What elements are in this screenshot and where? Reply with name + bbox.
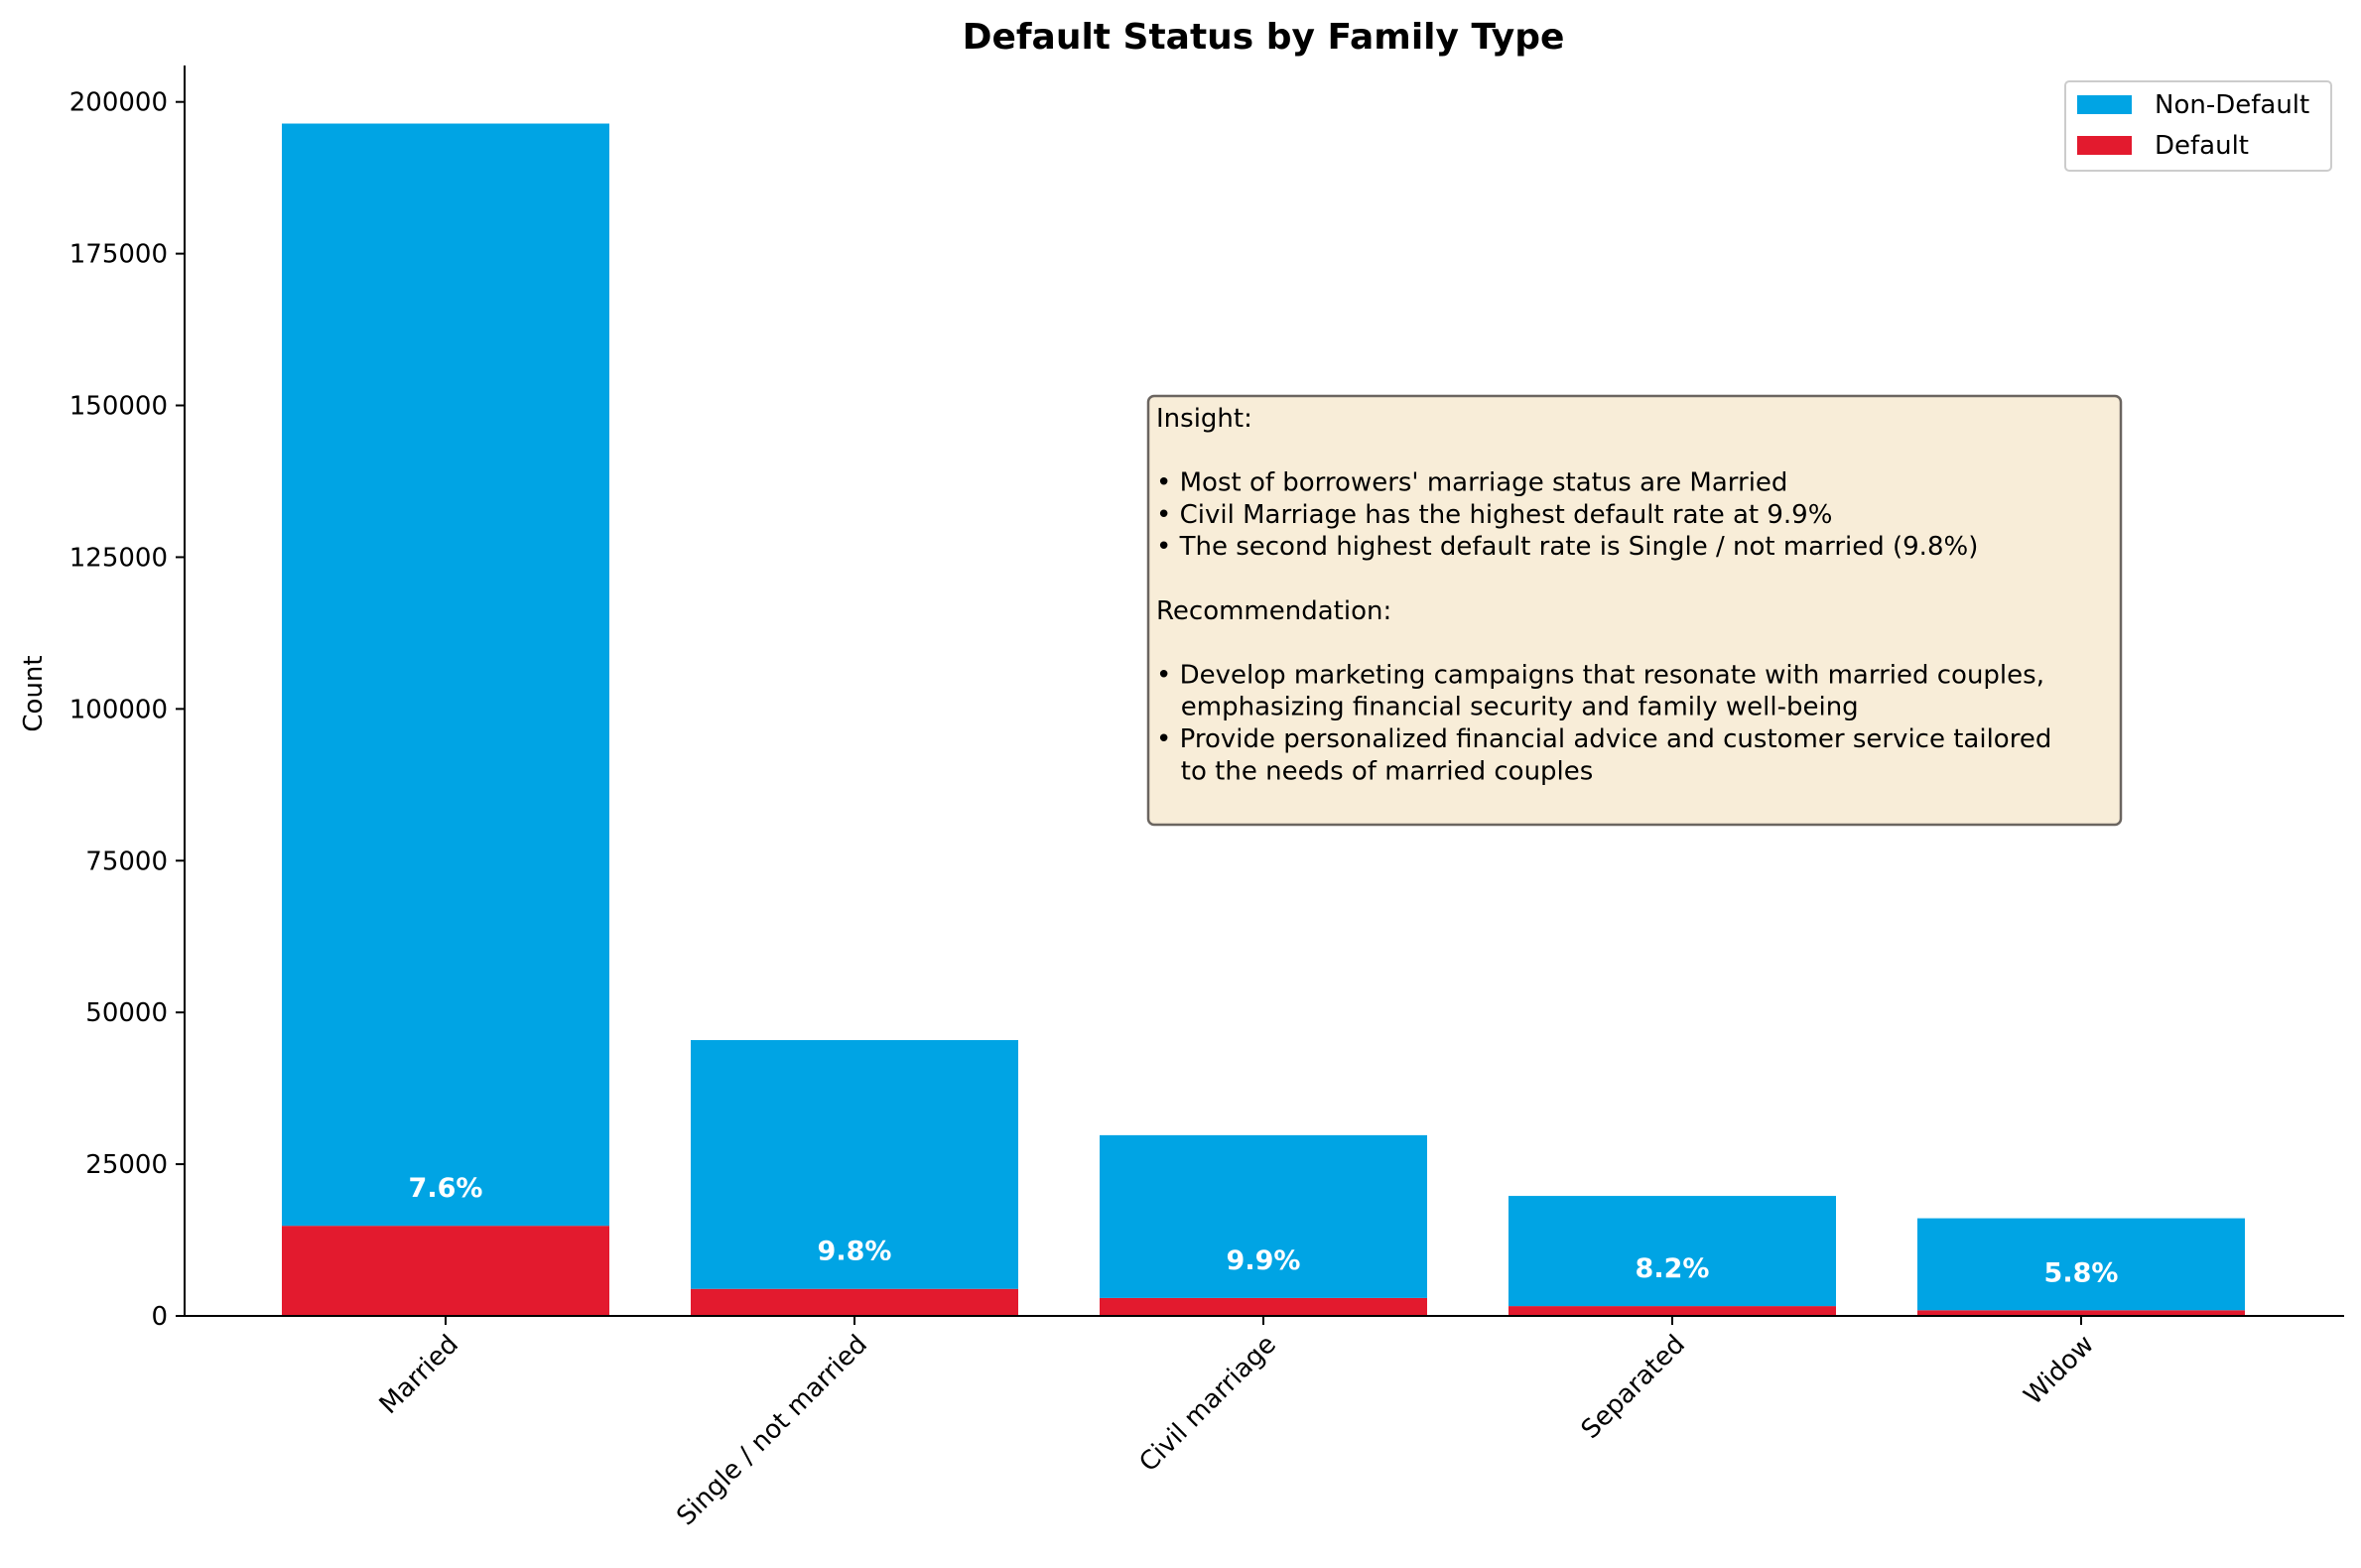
x-tick-label-married: Married [374, 1330, 464, 1420]
insight-line [1156, 628, 1164, 658]
insight-line [1156, 436, 1164, 465]
insight-box-background [1146, 394, 2123, 827]
bar-non-default-civil-marriage [1100, 1134, 1427, 1298]
insight-line [1156, 565, 1164, 594]
y-tick-label: 200000 [69, 88, 168, 118]
data-label-separated: 8.2% [1636, 1253, 1710, 1284]
y-tick-label: 75000 [85, 847, 168, 876]
y-tick-label: 150000 [69, 392, 168, 422]
insight-line: • Civil Marriage has the highest default… [1156, 500, 1832, 530]
insight-line: • Provide personalized financial advice … [1156, 724, 2051, 754]
bar-non-default-single-not-married [691, 1040, 1018, 1289]
x-tick-label-widow: Widow [2019, 1330, 2100, 1411]
bar-non-default-widow [1917, 1218, 2245, 1311]
insight-line: emphasizing financial security and famil… [1156, 693, 1859, 722]
bars-layer [282, 123, 2245, 1316]
y-tick-label: 0 [151, 1302, 168, 1332]
insight-line: • Develop marketing campaigns that reson… [1156, 660, 2044, 690]
y-tick-label: 100000 [69, 695, 168, 724]
x-tick-label-single-not-married: Single / not married [671, 1330, 873, 1532]
legend-label-non-default: Non-Default [2155, 90, 2309, 120]
y-tick-label: 175000 [69, 240, 168, 270]
y-tick-label: 125000 [69, 543, 168, 573]
bar-default-married [282, 1226, 609, 1316]
y-tick-label: 25000 [85, 1150, 168, 1180]
data-label-single-not-married: 9.8% [818, 1237, 892, 1267]
insight-line: • The second highest default rate is Sin… [1156, 532, 1978, 562]
bar-non-default-married [282, 123, 609, 1227]
chart-title: Default Status by Family Type [963, 17, 1565, 58]
insight-line: Insight: [1156, 404, 1252, 434]
data-label-widow: 5.8% [2044, 1257, 2119, 1288]
x-tick-label-separated: Separated [1576, 1330, 1691, 1445]
legend: Non-Default Default [2064, 80, 2332, 172]
data-label-married: 7.6% [409, 1173, 483, 1204]
legend-label-default: Default [2155, 131, 2249, 161]
data-labels-layer: 7.6% 9.8% 9.9% 8.2% 5.8% [409, 1173, 2119, 1288]
insight-line: • Most of borrowers' marriage status are… [1156, 468, 1787, 498]
y-axis-label: Count [19, 655, 49, 731]
legend-swatch-default [2077, 136, 2132, 155]
bar-default-separated [1508, 1306, 1836, 1316]
insight-line: Recommendation: [1156, 596, 1391, 626]
legend-swatch-non-default [2077, 95, 2132, 114]
insight-box: Insight: • Most of borrowers' marriage s… [1146, 394, 2123, 827]
y-axis-ticks: 0 25000 50000 75000 100000 125000 150000 175000… [69, 88, 185, 1332]
bar-non-default-separated [1508, 1196, 1836, 1307]
bar-default-civil-marriage [1100, 1297, 1427, 1316]
insight-line: to the needs of married couples [1156, 756, 1593, 786]
x-axis-ticks: Married Single / not married Civil marriag… [374, 1316, 2100, 1531]
data-label-civil-marriage: 9.9% [1227, 1245, 1301, 1276]
insight-text: Insight: • Most of borrowers' marriage s… [1156, 404, 2051, 786]
bar-default-single-not-married [691, 1288, 1018, 1316]
y-tick-label: 50000 [85, 998, 168, 1028]
bar-default-widow [1917, 1310, 2245, 1316]
x-tick-label-civil-marriage: Civil marriage [1134, 1330, 1282, 1478]
